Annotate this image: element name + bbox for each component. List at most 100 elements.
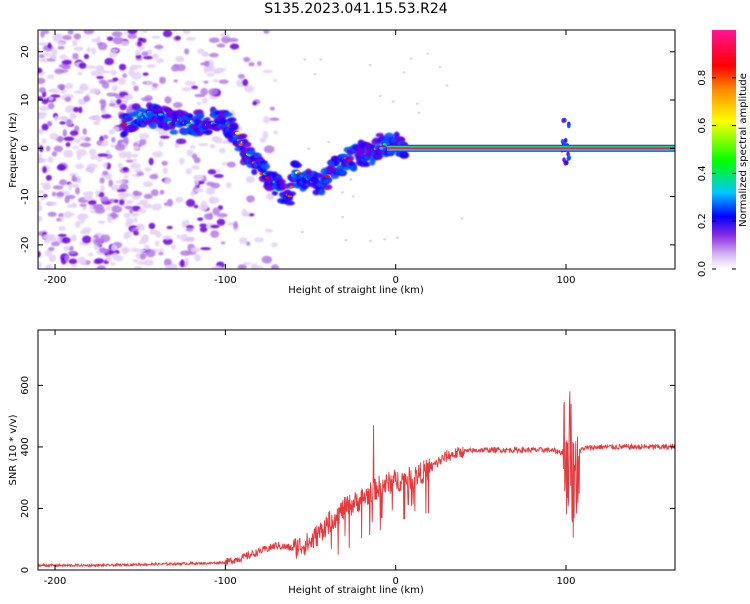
spectrogram-noise-blob [391,100,395,103]
spectrogram-noise-blob [50,94,61,98]
spectrogram-noise-blob [228,37,239,43]
spectrogram-ridge-core [122,122,128,126]
spectrogram-noise-blob [213,173,224,178]
spectrogram-noise-blob [196,48,205,54]
figure-title: S135.2023.041.15.53.R24 [264,1,448,17]
spectrogram-noise-blob [96,75,104,80]
spectrogram-noise-blob [199,226,208,233]
spectrogram-noise-blob [266,193,274,201]
spectrogram-noise-blob [38,261,42,269]
spectrogram-noise-blob [210,224,220,229]
spectrogram-noise-blob [205,187,216,195]
spectrogram-noise-blob [215,169,222,173]
spectrogram-noise-blob [137,249,146,253]
spectrogram-noise-blob [58,213,65,218]
spectrogram-noise-blob [47,211,57,217]
spectrogram-noise-blob [73,138,81,144]
spectrogram-noise-blob [109,198,115,204]
spectrogram-noise-blob [151,83,159,88]
spectrogram-noise-blob [216,218,226,226]
spectrogram-noise-blob [101,113,112,119]
spectrogram-noise-blob [76,175,82,184]
spectrogram-noise-blob [125,159,134,163]
spectrogram-noise-blob [200,247,212,251]
snr-x-tick-label: 0 [392,576,398,587]
spectrogram-noise-blob [38,200,41,206]
spectrogram-noise-blob [100,196,109,203]
spectrogram-noise-blob [158,140,164,148]
spectrogram-ridge-blob [363,161,371,167]
colorbar-gradient [712,30,736,269]
spectrogram-noise-blob [253,265,264,269]
spectrogram-noise-blob [84,168,91,172]
spectrogram-noise-blob [133,266,143,269]
spectrogram-noise-blob [38,204,43,212]
spectrogram-noise-blob [140,30,148,34]
spectrogram-noise-blob [58,226,66,231]
spectrogram-noise-blob [256,61,262,66]
spectrogram-noise-blob [100,140,109,147]
spectrogram-noise-blob [175,196,184,203]
spectrogram-noise-blob [63,136,75,142]
spectrogram-noise-blob [38,250,41,258]
spectrogram-noise-blob [271,242,278,248]
spectrogram-noise-blob [100,101,107,108]
spectrogram-noise-blob [102,134,109,140]
spectrogram-noise-blob [129,206,134,215]
spectrogram-noise-blob [204,213,213,220]
spectrogram-noise-blob [209,52,219,58]
spectrogram-noise-blob [73,33,82,40]
spectrogram-noise-blob [48,246,55,252]
spectrogram-noise-blob [87,116,97,120]
spectrogram-noise-blob [206,72,215,77]
spectrogram-noise-blob [108,179,114,188]
spectrogram-noise-blob [194,253,201,262]
spectrogram-ridge-blob [271,190,278,196]
spectrogram-noise-blob [67,30,74,35]
spectrogram-noise-blob [84,137,91,142]
spectrogram-noise-blob [204,64,216,73]
spectrogram-noise-blob [438,65,442,69]
spectrogram-noise-blob [378,94,382,98]
spectrogram-spike-blob [561,118,566,124]
spectrogram-noise-blob [185,36,196,41]
spectrogram-ridge-blob [125,116,133,122]
spectrogram-ridge-blob [261,163,271,170]
spectrogram-noise-blob [63,245,71,252]
spectrogram-noise-blob [111,137,116,143]
spectrogram-noise-blob [269,106,275,111]
spectrogram-y-tick-label: -10 [20,188,31,204]
spectrogram-noise-blob [187,236,196,242]
spectrogram-noise-blob [159,135,170,139]
spectrogram-noise-blob [83,197,95,201]
spectrogram-noise-blob [62,129,68,137]
spectrogram-noise-blob [70,264,78,268]
spectrogram-ridge-blob [227,117,237,123]
spectrogram-noise-blob [100,184,105,193]
spectrogram-noise-blob [83,95,91,102]
spectrogram-noise-blob [135,226,142,230]
spectrogram-noise-blob [111,205,123,213]
spectrogram-noise-blob [73,106,80,113]
spectrogram-noise-blob [149,229,159,235]
spectrogram-noise-blob [273,130,279,135]
spectrogram-noise-blob [77,71,83,76]
spectrogram-noise-blob [103,70,112,74]
spectrogram-noise-blob [82,128,87,135]
spectrogram-noise-blob [96,265,107,269]
spectrogram-noise-blob [108,51,118,58]
spectrogram-noise-blob [194,188,204,193]
spectrogram-noise-blob [138,240,147,245]
spectrogram-noise-blob [199,205,210,209]
spectrogram-noise-blob [105,254,111,262]
spectrogram-noise-blob [102,162,108,169]
spectrogram-noise-blob [112,77,119,82]
spectrogram-noise-blob [268,117,280,121]
spectrogram-noise-blob [71,145,79,149]
spectrogram-noise [38,30,464,269]
spectrogram-noise-blob [181,220,186,228]
spectrogram-noise-blob [89,166,95,174]
spectrogram-noise-blob [65,142,71,147]
spectrogram-noise-blob [133,145,140,151]
spectrogram-noise-blob [48,88,59,94]
